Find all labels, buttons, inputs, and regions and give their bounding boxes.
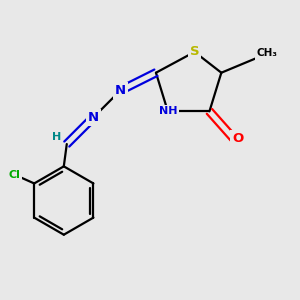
Text: N: N xyxy=(88,111,99,124)
Text: H: H xyxy=(52,132,61,142)
Text: N: N xyxy=(115,84,126,97)
Text: CH₃: CH₃ xyxy=(257,48,278,59)
Text: Cl: Cl xyxy=(9,170,21,180)
Text: NH: NH xyxy=(159,106,177,116)
Text: O: O xyxy=(232,132,243,145)
Text: S: S xyxy=(190,45,200,58)
